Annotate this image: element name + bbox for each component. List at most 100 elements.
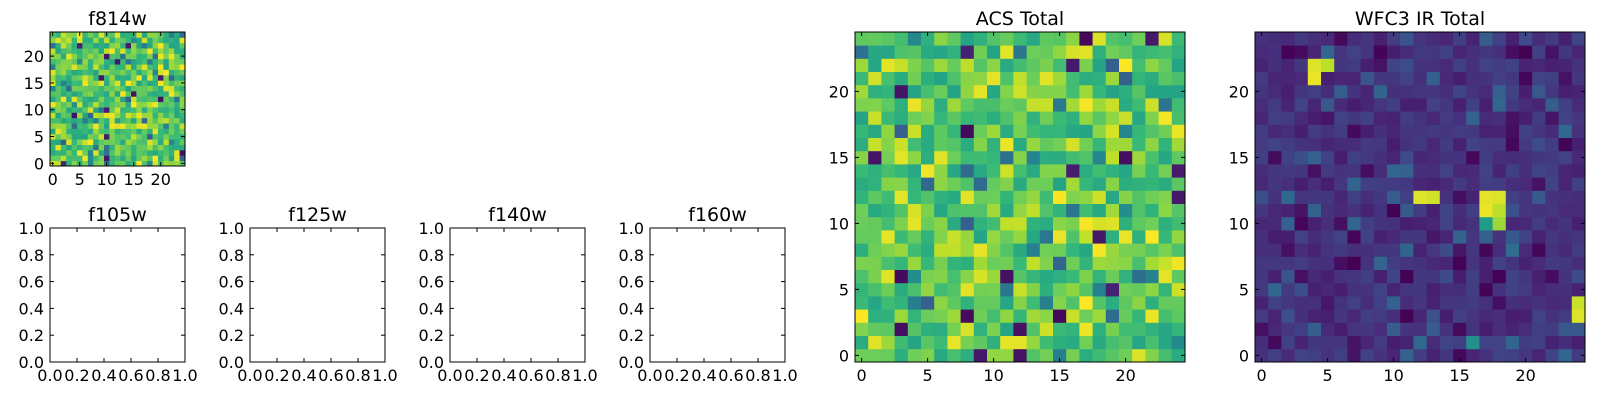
heatmap-cell [1053,111,1067,125]
heatmap-cell [1294,177,1309,191]
heatmap-cell [1105,71,1120,86]
heatmap-cell [1334,84,1348,99]
heatmap-cell [1026,32,1041,46]
heatmap-cell [109,107,116,113]
heatmap-cell [136,112,143,119]
y-tick-label: 1.0 [219,219,244,238]
heatmap-cell [1532,309,1546,323]
heatmap-cell [947,58,961,72]
heatmap-cell [1053,203,1067,218]
heatmap-cell [1571,71,1586,86]
heatmap-cell [125,160,132,167]
heatmap-cell [973,177,988,191]
y-tick-label: 0.0 [219,353,244,372]
heatmap-cell [1558,348,1573,363]
heatmap-cells [855,32,1186,363]
panel-title: WFC3 IR Total [1355,8,1485,30]
heatmap-cell [1013,190,1027,204]
heatmap-cell [1492,32,1507,46]
heatmap-cell [1466,137,1480,152]
heatmap-cell [1307,164,1322,178]
heatmap-cell [1400,190,1414,204]
heatmap-cell [114,123,121,129]
heatmap-cell [179,64,186,70]
heatmap-cell [1545,111,1559,125]
heatmap-cell [1321,84,1335,99]
heatmap-cell [1558,150,1573,165]
y-tick-label: 20 [1229,82,1249,101]
heatmap-cell [960,256,975,270]
heatmap-cell [1532,150,1546,165]
heatmap-cell [1360,230,1375,244]
heatmap-cell [1439,58,1454,72]
heatmap-cell [1400,137,1414,152]
heatmap-cell [868,177,882,191]
heatmap-cell [131,139,137,145]
heatmap-cell [152,112,159,119]
heatmap-cell [136,149,143,156]
heatmap-cell [960,296,975,310]
heatmap-cell [881,216,895,231]
heatmap-cell [1545,322,1559,336]
heatmap-cell [1053,71,1067,86]
heatmap-cell [152,149,159,156]
heatmap-cell [71,133,78,140]
heatmap-cell [1373,203,1388,218]
heatmap-cell [1092,177,1107,191]
heatmap-cell [1571,124,1586,138]
heatmap-cell [1294,282,1309,297]
heatmap-cell [120,48,126,54]
heatmap-cell [1294,124,1309,138]
heatmap-cell [147,85,153,92]
heatmap-cell [1400,84,1414,99]
heatmap-cell [141,96,148,103]
heatmap-cell [921,190,935,204]
heatmap-cell [921,203,935,218]
heatmap-cell [1171,269,1186,284]
heatmap-cell [1519,190,1533,204]
heatmap-cell [1439,269,1454,284]
heatmap-cell [1132,84,1146,99]
heatmap-cell [1294,150,1309,165]
heatmap-cell [868,348,882,363]
heatmap-cell [1479,98,1493,112]
heatmap-cell [1053,190,1067,204]
heatmap-cell [1413,335,1427,350]
heatmap-cell [1360,296,1375,310]
heatmap-cell [1347,322,1361,336]
heatmap-cell [1132,124,1146,138]
heatmap-cell [1307,150,1322,165]
heatmap-cell [136,74,143,81]
heatmap-cell [1119,348,1133,363]
heatmap-cell [868,111,882,125]
heatmap-cell [1545,32,1559,46]
heatmap-cell [77,90,83,97]
heatmap-cell [104,58,110,65]
heatmap-cell [973,203,988,218]
heatmap-cell [82,37,89,44]
x-tick-label: 1.0 [572,366,597,385]
heatmap-cell [1171,84,1186,99]
heatmap-cell [136,32,143,38]
heatmap-cell [152,53,159,60]
heatmap-cell [881,322,895,336]
heatmap-cell [55,58,62,65]
heatmap-cell [1294,71,1309,86]
heatmap-cell [855,282,869,297]
heatmap-cell [1571,296,1586,310]
heatmap-cell [131,96,137,103]
heatmap-cell [1453,45,1467,59]
heatmap-cell [152,85,159,92]
heatmap-cell [881,335,895,350]
heatmap-cell [868,335,882,350]
heatmap-cell [868,58,882,72]
heatmap-cell [1026,190,1041,204]
heatmap-cell [1334,282,1348,297]
heatmap-cell [1334,230,1348,244]
heatmap-cell [158,37,164,44]
heatmap-cell [1360,269,1375,284]
heatmap-cell [1000,335,1014,350]
heatmap-cell [125,112,132,119]
axes-frame [49,31,186,167]
